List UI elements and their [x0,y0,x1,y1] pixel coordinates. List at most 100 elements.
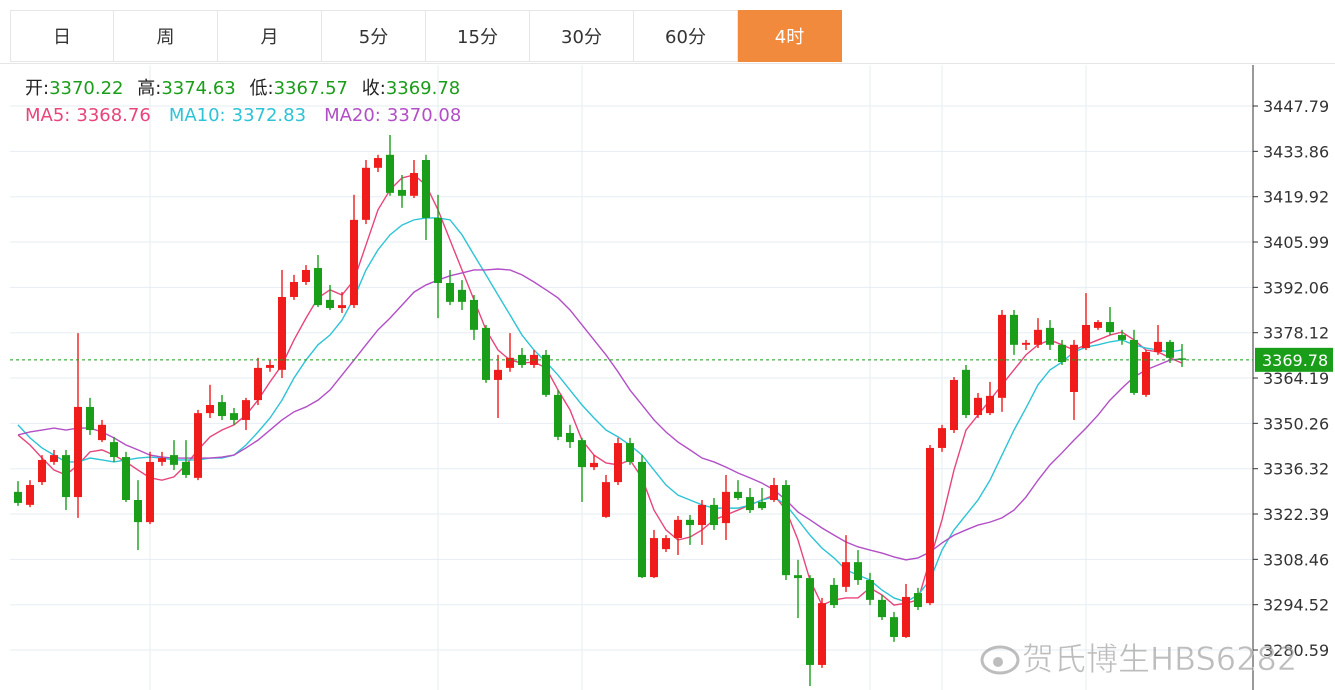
candle-body [290,282,298,297]
ma-legend-name: MA20: [324,105,381,126]
candle-body [602,482,610,517]
candle-body [806,578,814,665]
candle-body [50,455,58,462]
candle-body [962,369,970,416]
candle-body [74,406,82,498]
period-tab[interactable]: 5分 [322,10,426,62]
candle-body [1178,358,1186,360]
candle-body [554,394,562,437]
candle-body [902,596,910,637]
candle-body [914,593,922,608]
candle-body [242,400,250,420]
candle-body [926,447,934,604]
y-tick-label: 3322.39 [1263,505,1329,524]
ma-legend-value: 3372.83 [232,105,306,126]
period-tab[interactable]: 60分 [634,10,738,62]
candle-body [1118,335,1126,340]
y-tick-label: 3419.92 [1263,188,1329,207]
candle-body [470,299,478,330]
ma-legend: MA5: 3368.76 MA10: 3372.83 MA20: 3370.08 [25,105,461,126]
ma-line [17,174,1183,606]
candle-body [170,455,178,465]
y-tick-label: 3350.26 [1263,414,1329,433]
candle-body [542,354,550,395]
ma-legend-name: MA5: [25,105,70,126]
y-tick-label: 3447.79 [1263,97,1329,116]
candle-body [878,599,886,618]
divider [0,63,1335,64]
last-price-label: 3369.78 [1262,351,1328,370]
y-tick-label: 3294.52 [1263,596,1329,615]
candle-body [614,443,622,483]
candle-body [422,160,430,218]
candle-body [38,459,46,483]
candle-body [302,269,310,283]
last-price: 3369.78 [10,347,1333,372]
candle-body [14,491,22,503]
candle-body [1082,324,1090,349]
candle-body [842,562,850,587]
candle-body [494,369,502,380]
candle-body [218,402,226,417]
ma-legend-value: 3370.08 [387,105,461,126]
candle-body [266,364,274,368]
ohlc-value: 3374.63 [161,78,235,99]
period-tab[interactable]: 日 [10,10,114,62]
candle-body [458,289,466,302]
ma-legend-name: MA10: [169,105,226,126]
candle-body [890,617,898,637]
ohlc-info: 开:3370.22 高:3374.63 低:3367.57 收:3369.78 [25,78,460,99]
candle-body [770,485,778,500]
ma-line [17,268,1183,561]
candle-body [1058,344,1066,363]
candle-body [506,357,514,368]
ohlc-value: 3369.78 [386,78,460,99]
candle-body [938,428,946,448]
candle-body [410,173,418,196]
period-tab[interactable]: 15分 [426,10,530,62]
ma-legend-value: 3368.76 [76,105,150,126]
candle-body [374,158,382,168]
candle-body [998,314,1006,398]
candle-body [986,395,994,414]
candle-body [254,367,262,401]
candle-body [434,217,442,283]
ma-line [17,217,1183,603]
ohlc-value: 3370.22 [49,78,123,99]
y-tick-label: 3405.99 [1263,233,1329,252]
candle-body [1010,314,1018,345]
candle-body [1106,322,1114,333]
candle-body [1034,329,1042,345]
candle-body [854,562,862,581]
candle-body [26,485,34,505]
candle-body [350,219,358,306]
candle-body [686,519,694,526]
period-tab[interactable]: 周 [114,10,218,62]
period-tabs: 日周月 5分 15分 30分 60分 4时 [10,10,842,62]
candle-body [662,538,670,550]
ma-lines [17,174,1183,606]
candle-body [1166,341,1174,358]
candle-body [722,491,730,524]
ohlc-label: 开: [25,78,49,99]
period-tab[interactable]: 4时 [738,10,842,62]
period-tab[interactable]: 30分 [530,10,634,62]
candle-body [482,327,490,380]
y-tick-label: 3308.46 [1263,550,1329,569]
ohlc-label: 低: [250,78,274,99]
candle-body [590,462,598,468]
watermark-logo [980,645,1020,675]
candle-body [338,305,346,309]
candle-body [362,167,370,220]
candle-body [650,538,658,578]
candle-body [794,575,802,579]
ohlc-value: 3367.57 [274,78,348,99]
watermark-logo [993,657,1003,667]
candle-body [974,397,982,416]
candle-body [230,413,238,420]
period-tab[interactable]: 月 [218,10,322,62]
candle-body [134,499,142,523]
candle-body [782,485,790,576]
candle-body [446,282,454,302]
